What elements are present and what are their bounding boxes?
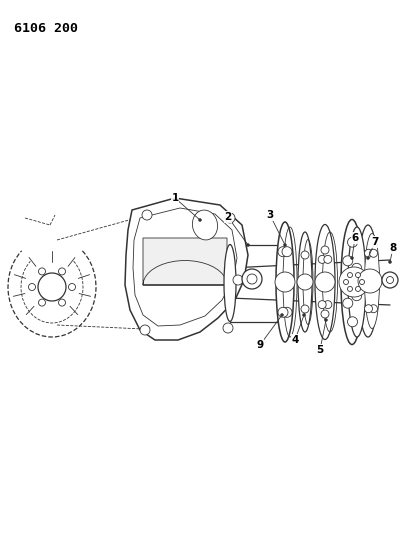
Text: 3: 3 [266, 210, 274, 220]
Ellipse shape [365, 233, 379, 328]
Circle shape [362, 277, 370, 285]
Circle shape [352, 290, 362, 301]
Circle shape [348, 237, 358, 247]
Ellipse shape [192, 210, 217, 240]
Circle shape [321, 246, 329, 254]
Ellipse shape [276, 222, 294, 342]
Circle shape [247, 244, 249, 246]
Circle shape [140, 325, 150, 335]
Circle shape [356, 286, 360, 292]
Circle shape [360, 279, 365, 285]
Circle shape [284, 244, 286, 246]
Text: 1: 1 [171, 193, 179, 203]
Circle shape [317, 278, 325, 286]
Circle shape [321, 310, 329, 318]
Circle shape [356, 272, 360, 278]
Circle shape [223, 323, 233, 333]
Circle shape [304, 278, 312, 286]
Circle shape [367, 256, 369, 260]
Circle shape [369, 305, 377, 313]
Ellipse shape [224, 245, 236, 321]
Ellipse shape [298, 232, 312, 332]
Circle shape [278, 308, 288, 317]
Circle shape [38, 273, 66, 301]
Circle shape [282, 247, 292, 257]
Circle shape [324, 255, 332, 263]
Ellipse shape [341, 220, 363, 344]
Circle shape [365, 249, 372, 257]
Circle shape [382, 272, 398, 288]
Circle shape [351, 256, 353, 260]
Circle shape [325, 278, 333, 286]
Circle shape [142, 210, 152, 220]
Circle shape [318, 301, 326, 309]
Circle shape [348, 317, 358, 327]
Circle shape [284, 277, 294, 287]
Circle shape [28, 284, 35, 290]
Text: 8: 8 [389, 243, 397, 253]
Circle shape [225, 213, 235, 223]
Circle shape [352, 263, 362, 273]
Circle shape [199, 219, 201, 222]
Text: 6106 200: 6106 200 [14, 22, 78, 35]
Circle shape [301, 305, 309, 313]
Circle shape [282, 308, 292, 317]
Circle shape [280, 313, 284, 317]
Circle shape [233, 275, 243, 285]
Polygon shape [143, 238, 227, 285]
Circle shape [347, 286, 353, 292]
Text: 7: 7 [371, 237, 379, 247]
Circle shape [301, 251, 309, 259]
Circle shape [339, 267, 369, 297]
Circle shape [324, 301, 332, 309]
Ellipse shape [348, 227, 366, 337]
Circle shape [58, 299, 65, 306]
Circle shape [298, 278, 306, 286]
Circle shape [325, 319, 328, 321]
Polygon shape [125, 198, 248, 340]
Circle shape [343, 298, 353, 308]
Circle shape [358, 269, 382, 293]
Circle shape [39, 268, 46, 275]
Circle shape [242, 269, 262, 289]
Circle shape [369, 249, 377, 257]
Circle shape [276, 277, 286, 287]
Ellipse shape [358, 225, 378, 337]
Circle shape [365, 305, 372, 313]
Circle shape [69, 284, 76, 290]
Text: 4: 4 [291, 335, 299, 345]
Circle shape [278, 247, 288, 257]
Circle shape [386, 277, 393, 284]
Circle shape [343, 256, 353, 266]
Circle shape [315, 272, 335, 292]
Circle shape [388, 261, 392, 263]
Text: 6: 6 [351, 233, 359, 243]
Ellipse shape [315, 224, 335, 340]
Circle shape [318, 255, 326, 263]
Circle shape [302, 313, 305, 317]
Text: 9: 9 [256, 340, 263, 350]
Circle shape [347, 272, 353, 278]
Circle shape [58, 268, 65, 275]
Text: 5: 5 [316, 345, 323, 355]
Circle shape [344, 279, 349, 285]
Circle shape [39, 299, 46, 306]
Text: 2: 2 [224, 212, 232, 222]
Circle shape [297, 274, 313, 290]
Circle shape [275, 272, 295, 292]
Circle shape [372, 277, 380, 285]
Ellipse shape [278, 245, 290, 321]
